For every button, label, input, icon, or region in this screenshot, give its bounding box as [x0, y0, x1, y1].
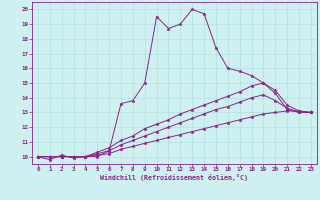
X-axis label: Windchill (Refroidissement éolien,°C): Windchill (Refroidissement éolien,°C) [100, 174, 248, 181]
